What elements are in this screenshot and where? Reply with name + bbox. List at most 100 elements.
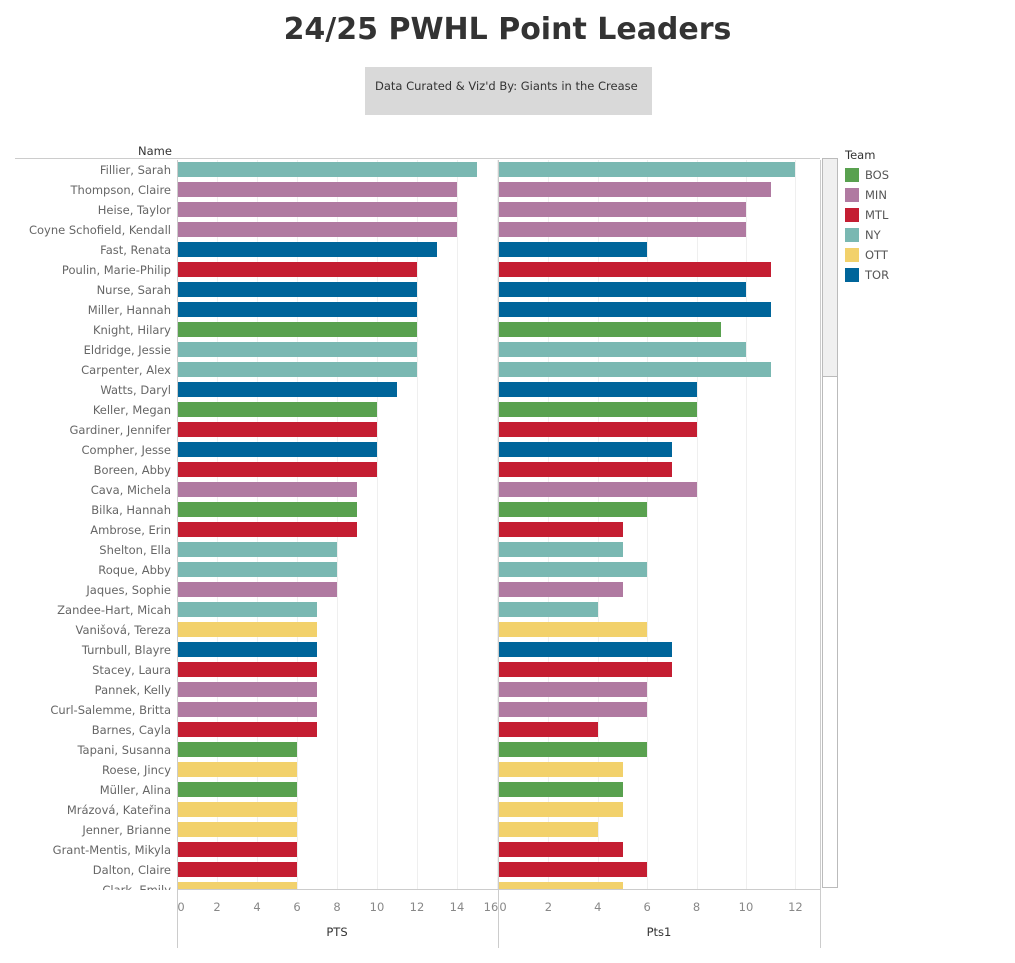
tick-label: 4: [594, 900, 602, 914]
bar-pts[interactable]: [177, 262, 417, 277]
legend-swatch: [845, 208, 859, 222]
bar-pts1[interactable]: [499, 442, 672, 457]
legend-item-min[interactable]: MIN: [845, 185, 889, 205]
legend-swatch: [845, 188, 859, 202]
bar-pts1[interactable]: [499, 622, 648, 637]
bar-pts[interactable]: [177, 622, 317, 637]
bar-pts1[interactable]: [499, 462, 672, 477]
bar-pts[interactable]: [177, 662, 317, 677]
bar-pts[interactable]: [177, 642, 317, 657]
bar-pts1[interactable]: [499, 562, 648, 577]
bar-pts1[interactable]: [499, 482, 697, 497]
bar-pts[interactable]: [177, 802, 297, 817]
bar-pts1[interactable]: [499, 662, 672, 677]
bar-pts[interactable]: [177, 322, 417, 337]
bar-pts[interactable]: [177, 222, 457, 237]
bar-pts1[interactable]: [499, 362, 771, 377]
bar-pts[interactable]: [177, 722, 317, 737]
tick-label: 8: [333, 900, 341, 914]
vertical-scrollbar[interactable]: [822, 158, 838, 888]
bar-pts1[interactable]: [499, 782, 623, 797]
bar-pts[interactable]: [177, 402, 377, 417]
bar-pts[interactable]: [177, 282, 417, 297]
bar-pts[interactable]: [177, 462, 377, 477]
bar-pts1[interactable]: [499, 242, 648, 257]
legend-item-ny[interactable]: NY: [845, 225, 889, 245]
bar-pts[interactable]: [177, 342, 417, 357]
bar-pts1[interactable]: [499, 802, 623, 817]
player-name: Ambrose, Erin: [90, 523, 171, 537]
bar-pts1[interactable]: [499, 182, 771, 197]
tick-label: 2: [544, 900, 553, 914]
bar-pts[interactable]: [177, 482, 357, 497]
bar-pts[interactable]: [177, 702, 317, 717]
bar-pts[interactable]: [177, 362, 417, 377]
bar-pts[interactable]: [177, 302, 417, 317]
player-name: Müller, Alina: [99, 783, 171, 797]
bar-pts1[interactable]: [499, 322, 722, 337]
bar-pts1[interactable]: [499, 722, 598, 737]
bar-pts1[interactable]: [499, 502, 648, 517]
bar-pts1[interactable]: [499, 542, 623, 557]
legend-label: BOS: [865, 168, 890, 182]
bar-pts1[interactable]: [499, 762, 623, 777]
player-name: Shelton, Ella: [99, 543, 171, 557]
legend-item-ott[interactable]: OTT: [845, 245, 889, 265]
bar-pts[interactable]: [177, 422, 377, 437]
gridline: [497, 160, 498, 890]
bar-pts1[interactable]: [499, 642, 672, 657]
bar-pts[interactable]: [177, 862, 297, 877]
bar-pts[interactable]: [177, 442, 377, 457]
bar-pts[interactable]: [177, 502, 357, 517]
bar-pts[interactable]: [177, 782, 297, 797]
bar-pts[interactable]: [177, 602, 317, 617]
bar-pts1[interactable]: [499, 262, 771, 277]
player-name: Mrázová, Kateřina: [66, 803, 171, 817]
bar-pts[interactable]: [177, 762, 297, 777]
bar-pts[interactable]: [177, 182, 457, 197]
bar-pts[interactable]: [177, 382, 397, 397]
legend-item-mtl[interactable]: MTL: [845, 205, 889, 225]
bar-pts1[interactable]: [499, 822, 598, 837]
bar-pts[interactable]: [177, 542, 337, 557]
bar-pts[interactable]: [177, 162, 477, 177]
legend-item-bos[interactable]: BOS: [845, 165, 889, 185]
bar-pts[interactable]: [177, 842, 297, 857]
bar-pts[interactable]: [177, 562, 337, 577]
bar-pts[interactable]: [177, 882, 297, 890]
legend-item-tor[interactable]: TOR: [845, 265, 889, 285]
bar-pts1[interactable]: [499, 522, 623, 537]
bar-pts[interactable]: [177, 242, 437, 257]
bar-pts1[interactable]: [499, 702, 648, 717]
bar-pts1[interactable]: [499, 202, 746, 217]
bar-pts1[interactable]: [499, 302, 771, 317]
bar-pts1[interactable]: [499, 682, 648, 697]
bar-pts[interactable]: [177, 742, 297, 757]
bar-pts1[interactable]: [499, 402, 697, 417]
bar-pts[interactable]: [177, 202, 457, 217]
player-name: Roque, Abby: [98, 563, 171, 577]
bar-pts1[interactable]: [499, 602, 598, 617]
tick-label: 6: [293, 900, 301, 914]
bar-pts1[interactable]: [499, 422, 697, 437]
bar-pts[interactable]: [177, 682, 317, 697]
bar-pts1[interactable]: [499, 342, 746, 357]
scrollbar-thumb[interactable]: [823, 159, 837, 377]
bar-pts1[interactable]: [499, 282, 746, 297]
bar-pts1[interactable]: [499, 882, 623, 890]
name-column-header: Name: [138, 144, 172, 158]
player-name: Barnes, Cayla: [91, 723, 171, 737]
bar-pts1[interactable]: [499, 742, 648, 757]
bar-pts1[interactable]: [499, 862, 648, 877]
tick-label: 6: [643, 900, 651, 914]
bar-pts1[interactable]: [499, 222, 746, 237]
bar-pts[interactable]: [177, 522, 357, 537]
bar-pts1[interactable]: [499, 382, 697, 397]
bar-pts1[interactable]: [499, 582, 623, 597]
bar-pts1[interactable]: [499, 162, 796, 177]
bar-pts1[interactable]: [499, 842, 623, 857]
bar-pts[interactable]: [177, 822, 297, 837]
tick-label: 0: [177, 900, 185, 914]
legend: Team BOS MIN MTL NY OTT TOR: [845, 148, 889, 285]
bar-pts[interactable]: [177, 582, 337, 597]
